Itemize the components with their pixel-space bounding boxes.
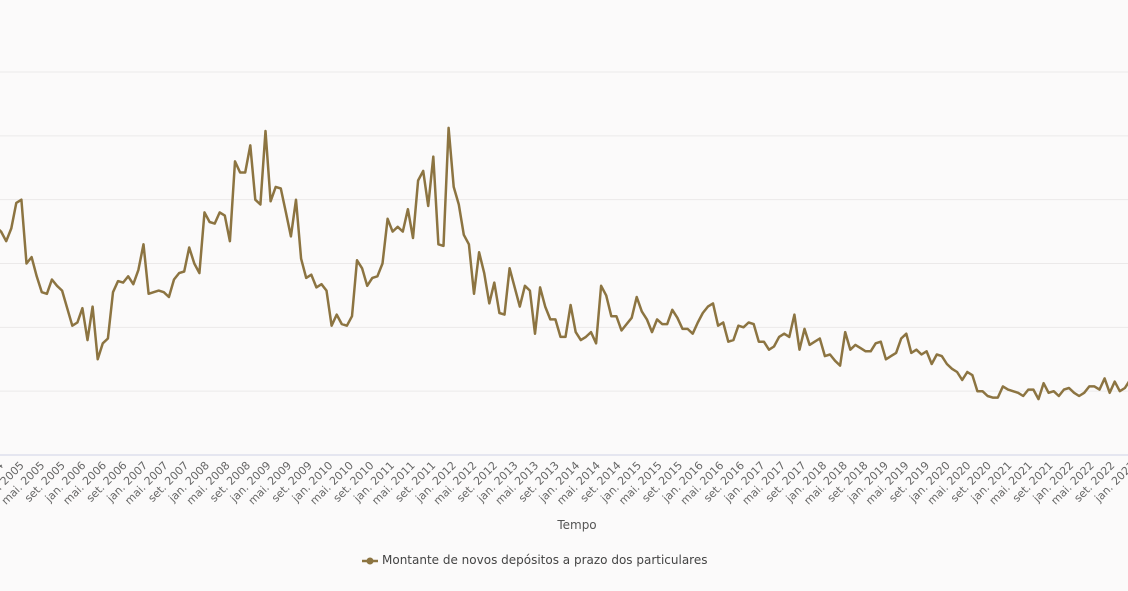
legend-marker-icon — [366, 557, 374, 565]
grid-lines — [0, 71, 1128, 392]
x-axis-title: Tempo — [556, 518, 596, 532]
legend[interactable]: Montante de novos depósitos a prazo dos … — [362, 553, 708, 567]
series-line[interactable] — [0, 126, 1128, 401]
legend-label[interactable]: Montante de novos depósitos a prazo dos … — [382, 553, 708, 567]
